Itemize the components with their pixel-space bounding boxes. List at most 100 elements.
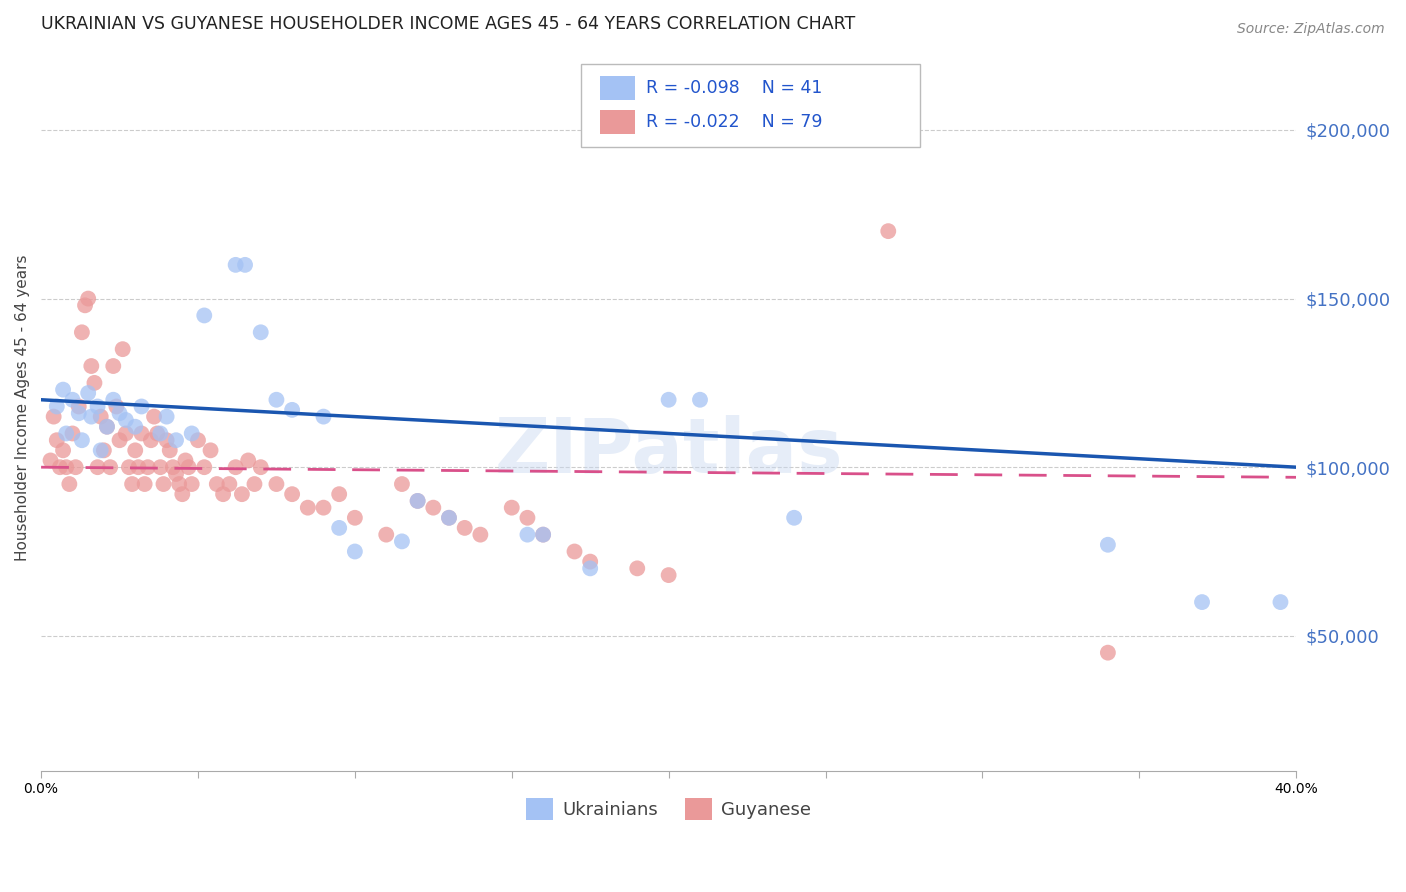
Point [77, 386, 100, 401]
Point [626, 561, 648, 575]
Point [225, 460, 247, 475]
Point [564, 544, 586, 558]
Point [103, 359, 125, 373]
Point [172, 487, 194, 501]
Point [233, 258, 256, 272]
Point [55, 426, 77, 441]
Legend: Ukrainians, Guyanese: Ukrainians, Guyanese [519, 790, 818, 827]
Point [80, 409, 103, 424]
Point [501, 500, 523, 515]
Point [90, 409, 112, 424]
Point [375, 527, 398, 541]
Point [156, 434, 179, 448]
Point [579, 555, 602, 569]
Point [86, 460, 108, 475]
Point [103, 392, 125, 407]
Point [149, 426, 172, 441]
Point [146, 426, 169, 441]
Point [249, 460, 271, 475]
Point [225, 258, 247, 272]
Point [238, 453, 260, 467]
Point [193, 309, 215, 323]
Point [312, 409, 335, 424]
Point [877, 224, 900, 238]
Point [658, 392, 681, 407]
Point [86, 400, 108, 414]
Point [149, 460, 172, 475]
Point [167, 477, 190, 491]
Point [139, 434, 162, 448]
Text: R = -0.022    N = 79: R = -0.022 N = 79 [645, 112, 823, 131]
Point [111, 342, 134, 356]
Text: R = -0.098    N = 41: R = -0.098 N = 41 [645, 78, 823, 96]
Point [49, 460, 72, 475]
Point [180, 477, 202, 491]
Point [205, 477, 228, 491]
Point [39, 453, 62, 467]
Point [437, 510, 460, 524]
Point [70, 326, 93, 340]
Point [391, 477, 413, 491]
Point [180, 426, 202, 441]
FancyBboxPatch shape [599, 76, 634, 100]
Point [187, 434, 209, 448]
FancyBboxPatch shape [581, 64, 920, 147]
Point [108, 406, 131, 420]
Point [1097, 646, 1119, 660]
Point [212, 487, 235, 501]
Point [516, 527, 538, 541]
Point [131, 426, 153, 441]
Point [136, 460, 159, 475]
Point [165, 434, 187, 448]
Point [193, 460, 215, 475]
Point [689, 392, 711, 407]
Text: ZIPatlas: ZIPatlas [495, 415, 844, 489]
Point [90, 443, 112, 458]
Point [162, 460, 184, 475]
Point [218, 477, 240, 491]
Point [1270, 595, 1292, 609]
Point [231, 487, 253, 501]
Point [105, 400, 128, 414]
Point [516, 510, 538, 524]
Point [98, 460, 121, 475]
Point [406, 494, 429, 508]
Point [73, 298, 96, 312]
Point [266, 392, 288, 407]
Point [165, 467, 187, 481]
Point [114, 413, 136, 427]
Point [77, 292, 100, 306]
Point [62, 426, 84, 441]
Point [45, 400, 67, 414]
Point [65, 460, 87, 475]
Point [579, 561, 602, 575]
Text: Source: ZipAtlas.com: Source: ZipAtlas.com [1237, 22, 1385, 37]
Point [531, 527, 554, 541]
Text: UKRAINIAN VS GUYANESE HOUSEHOLDER INCOME AGES 45 - 64 YEARS CORRELATION CHART: UKRAINIAN VS GUYANESE HOUSEHOLDER INCOME… [41, 15, 855, 33]
Point [658, 568, 681, 582]
Point [80, 359, 103, 373]
Point [42, 409, 65, 424]
Point [121, 477, 143, 491]
Point [118, 460, 141, 475]
FancyBboxPatch shape [599, 111, 634, 134]
Point [143, 409, 166, 424]
Point [531, 527, 554, 541]
Point [108, 434, 131, 448]
Point [52, 443, 75, 458]
Point [174, 453, 197, 467]
Point [70, 434, 93, 448]
Point [297, 500, 319, 515]
Point [249, 326, 271, 340]
Point [96, 419, 118, 434]
Point [243, 477, 266, 491]
Point [96, 419, 118, 434]
Point [52, 383, 75, 397]
Point [343, 510, 366, 524]
Point [83, 376, 105, 390]
Point [343, 544, 366, 558]
Point [1191, 595, 1213, 609]
Point [266, 477, 288, 491]
Point [281, 402, 304, 417]
Point [1097, 538, 1119, 552]
